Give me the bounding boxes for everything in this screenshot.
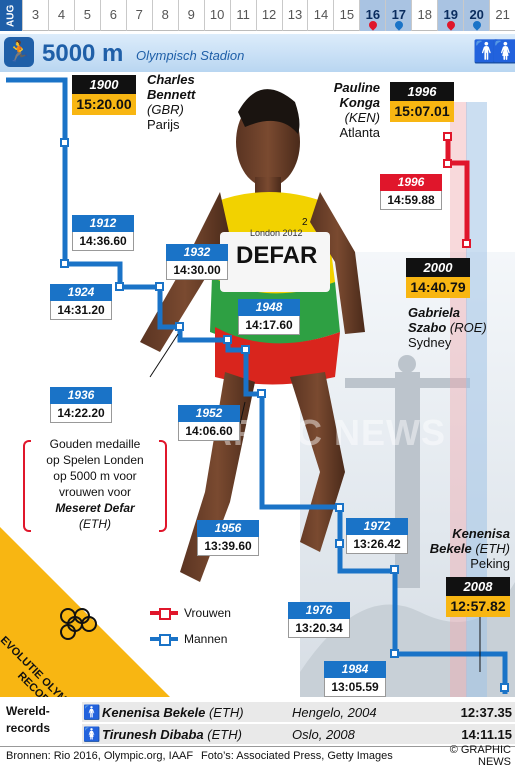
female-icon: 🚺: [492, 39, 515, 64]
athlete-label-bekele: Kenenisa Bekele (ETH) Peking: [429, 526, 510, 571]
calendar-day: 16: [359, 0, 386, 31]
record-card-men-1984: 1984 13:05.59: [324, 661, 386, 697]
calendar-day-label: 9: [187, 7, 195, 22]
event-title: 5000 m: [42, 40, 124, 67]
male-icon: 🚹: [473, 39, 501, 64]
record-card-women-2000: 2000 14:40.79: [406, 258, 470, 298]
title-bar: 🏃 5000 m Olympisch Stadion 🚹 🚺: [0, 34, 515, 72]
callout-lines: [149, 333, 481, 672]
calendar-day: 21: [489, 0, 515, 31]
calendar-day: 17: [385, 0, 412, 31]
athlete-label-konga: Pauline Konga (KEN) Atlanta: [333, 80, 380, 140]
footer-sources: Bronnen: Rio 2016, Olympic.org, IAAF: [6, 750, 194, 762]
venue-name: Olympisch Stadion: [136, 48, 245, 63]
calendar-day-label: 13: [287, 7, 303, 22]
note-bracket-left: [23, 440, 31, 532]
record-card-men-1900: 1900 15:20.00: [72, 75, 136, 115]
calendar-day-label: 12: [261, 7, 277, 22]
calendar-day-label: 3: [31, 7, 40, 22]
calendar-day-label: 11: [236, 7, 250, 22]
male-icon: 🚹: [83, 703, 101, 720]
note-bracket-right: [159, 440, 167, 532]
men-record-line: [6, 77, 508, 694]
world-record-row-men: 🚹 Kenenisa Bekele (ETH) Hengelo, 2004 12…: [82, 702, 515, 722]
calendar-day: 19: [437, 0, 464, 31]
footer: Bronnen: Rio 2016, Olympic.org, IAAF Fot…: [0, 744, 515, 765]
calendar-day: 18: [411, 0, 437, 31]
calendar-day: 11: [229, 0, 256, 31]
calendar-day-label: 6: [109, 7, 117, 22]
calendar-day: 4: [47, 0, 74, 31]
legend-women-swatch: [150, 608, 178, 620]
calendar-day-label: 17: [391, 7, 407, 22]
calendar-day-label: 18: [417, 7, 432, 22]
calendar-day: 5: [73, 0, 100, 31]
calendar-day: 15: [333, 0, 359, 31]
record-progression-lines: [6, 77, 509, 694]
calendar-day-label: 5: [83, 7, 91, 22]
record-card-men-1912: 1912 14:36.60: [72, 215, 134, 251]
calendar-day: 10: [203, 0, 230, 31]
calendar-day: 9: [177, 0, 204, 31]
calendar-day: 6: [99, 0, 126, 31]
women-record-line: [445, 137, 470, 244]
footer-copyright: © GRAPHIC NEWS: [449, 744, 511, 765]
legend: Vrouwen Mannen: [150, 600, 231, 652]
record-card-women-1996-final: 1996 15:07.01: [390, 82, 454, 122]
bib-event: London 2012: [250, 228, 303, 238]
calendar-day: 13: [281, 0, 308, 31]
record-card-men-2008: 2008 12:57.82: [446, 577, 510, 617]
calendar-day-label: 4: [57, 7, 66, 22]
calendar-day-label: 15: [339, 7, 355, 22]
record-card-men-1952: 1952 14:06.60: [178, 405, 240, 441]
olympic-calendar-strip: AUG 3 4 5 6 7 8 9 10 11 12 13 14 15 16 17 18 19 20 21: [0, 0, 515, 31]
women-day-stripe: [450, 102, 467, 697]
bib-number: 2: [302, 217, 308, 228]
record-card-men-1976: 1976 13:20.34: [288, 602, 350, 638]
record-card-men-1948: 1948 14:17.60: [238, 299, 300, 335]
calendar-day: 20: [463, 0, 490, 31]
olympic-rings-icon: [60, 608, 97, 640]
men-day-stripe: [466, 102, 487, 697]
world-records: Wereld- records 🚹 Kenenisa Bekele (ETH) …: [0, 700, 515, 744]
footer-photos: Foto’s: Associated Press, Getty Images: [201, 750, 393, 762]
athlete-label-bennett: Charles Bennett (GBR) Parijs: [147, 72, 196, 132]
record-card-men-1924: 1924 14:31.20: [50, 284, 112, 320]
calendar-day-label: 7: [135, 7, 143, 22]
legend-men: Mannen: [150, 626, 231, 652]
calendar-days: 3 4 5 6 7 8 9 10 11 12 13 14 15 16 17 18 19 20 21: [22, 0, 515, 31]
calendar-day: 12: [255, 0, 282, 31]
record-card-women-1996-heat: 1996 14:59.88: [380, 174, 442, 210]
legend-women: Vrouwen: [150, 600, 231, 626]
record-evolution-graphic: London 2012 DEFAR 2 GRAPHIC NEWS: [0, 72, 515, 697]
calendar-day: 8: [151, 0, 178, 31]
calendar-day-label: 8: [161, 7, 169, 22]
calendar-day-label: 19: [443, 7, 458, 22]
record-card-men-1956: 1956 13:39.60: [197, 520, 259, 556]
calendar-day-label: 21: [495, 7, 510, 22]
world-records-label: Wereld- records: [6, 704, 51, 735]
men-record-markers: [60, 138, 509, 692]
calendar-day: 7: [125, 0, 152, 31]
record-card-men-1936: 1936 14:22.20: [50, 387, 112, 423]
runner-icon: 🏃: [4, 37, 34, 67]
women-record-markers: [443, 132, 471, 248]
record-card-men-1972: 1972 13:26.42: [346, 518, 408, 554]
calendar-day-label: 10: [209, 7, 225, 22]
world-record-row-women: 🚺 Tirunesh Dibaba (ETH) Oslo, 2008 14:11…: [82, 724, 515, 744]
calendar-day: 3: [22, 0, 48, 31]
calendar-day-label: 16: [365, 7, 381, 22]
calendar-day-label: 14: [313, 7, 329, 22]
legend-men-swatch: [150, 634, 178, 646]
calendar-month: AUG: [0, 0, 22, 31]
athlete-label-szabo: Gabriela Szabo (ROE) Sydney: [408, 305, 487, 350]
record-card-men-1932: 1932 14:30.00: [166, 244, 228, 280]
bib-name: DEFAR: [236, 242, 318, 269]
defar-note: Gouden medaille op Spelen Londen op 5000…: [23, 436, 167, 536]
calendar-day-label: 20: [469, 7, 484, 22]
calendar-day: 14: [307, 0, 333, 31]
female-icon: 🚺: [83, 725, 101, 742]
